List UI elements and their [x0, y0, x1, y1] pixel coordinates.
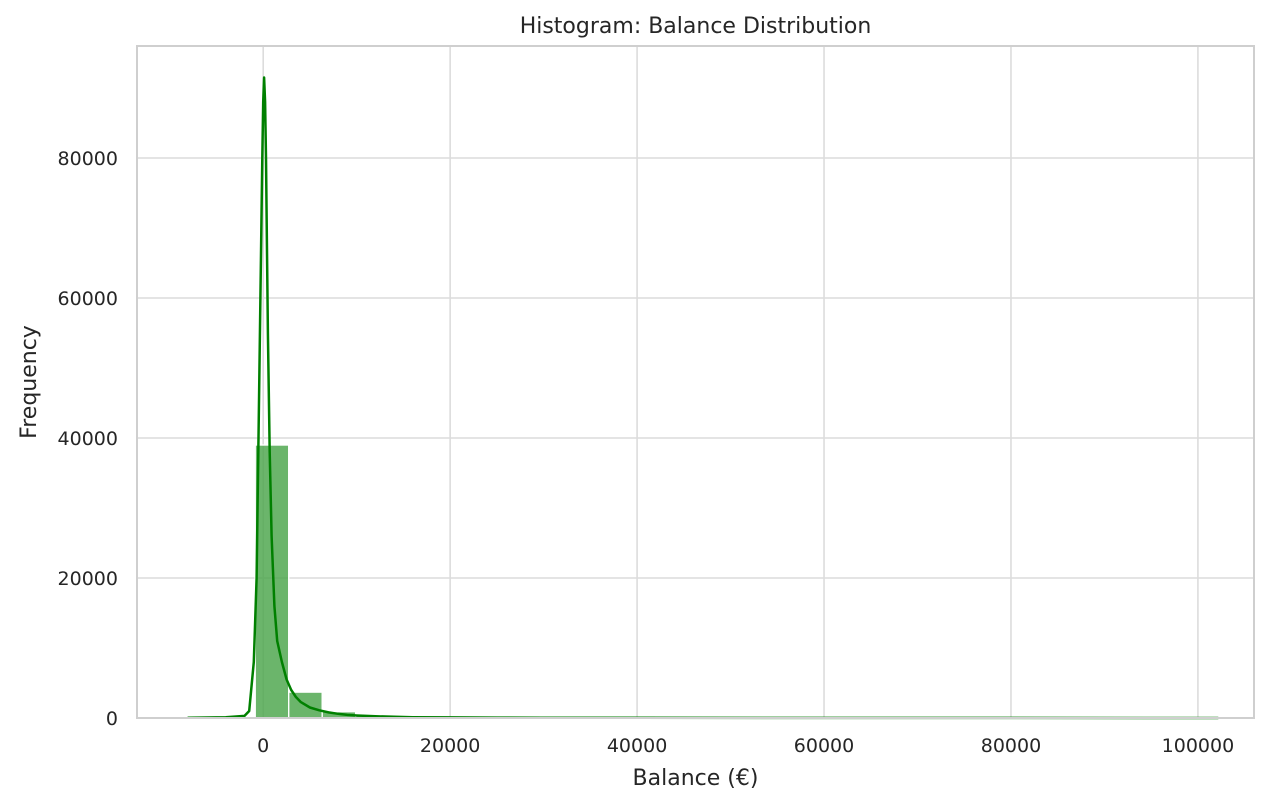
y-tick-label: 80000: [58, 148, 118, 170]
y-tick-label: 40000: [58, 428, 118, 450]
y-axis-label: Frequency: [17, 325, 42, 439]
y-tick-label: 60000: [58, 288, 118, 310]
grid-layer: [137, 46, 1254, 719]
y-tick-labels: 0 20000 40000 60000 80000: [58, 148, 118, 730]
x-axis-label: Balance (€): [633, 766, 759, 791]
histogram-bar: [254, 444, 290, 719]
x-tick-label: 100000: [1162, 735, 1235, 757]
x-tick-label: 80000: [981, 735, 1041, 757]
kde-layer: [186, 76, 1220, 720]
x-tick-labels: 0 20000 40000 60000 80000 100000: [257, 735, 1234, 757]
kde-line: [186, 76, 1220, 720]
plot-frame: [136, 45, 1255, 719]
x-tick-label: 0: [257, 735, 269, 757]
y-tick-label: 0: [106, 708, 118, 730]
x-tick-label: 20000: [420, 735, 480, 757]
y-tick-label: 20000: [58, 568, 118, 590]
bars-layer: [187, 444, 1219, 719]
x-tick-label: 40000: [607, 735, 667, 757]
chart-title: Histogram: Balance Distribution: [520, 14, 872, 39]
x-tick-label: 60000: [794, 735, 854, 757]
